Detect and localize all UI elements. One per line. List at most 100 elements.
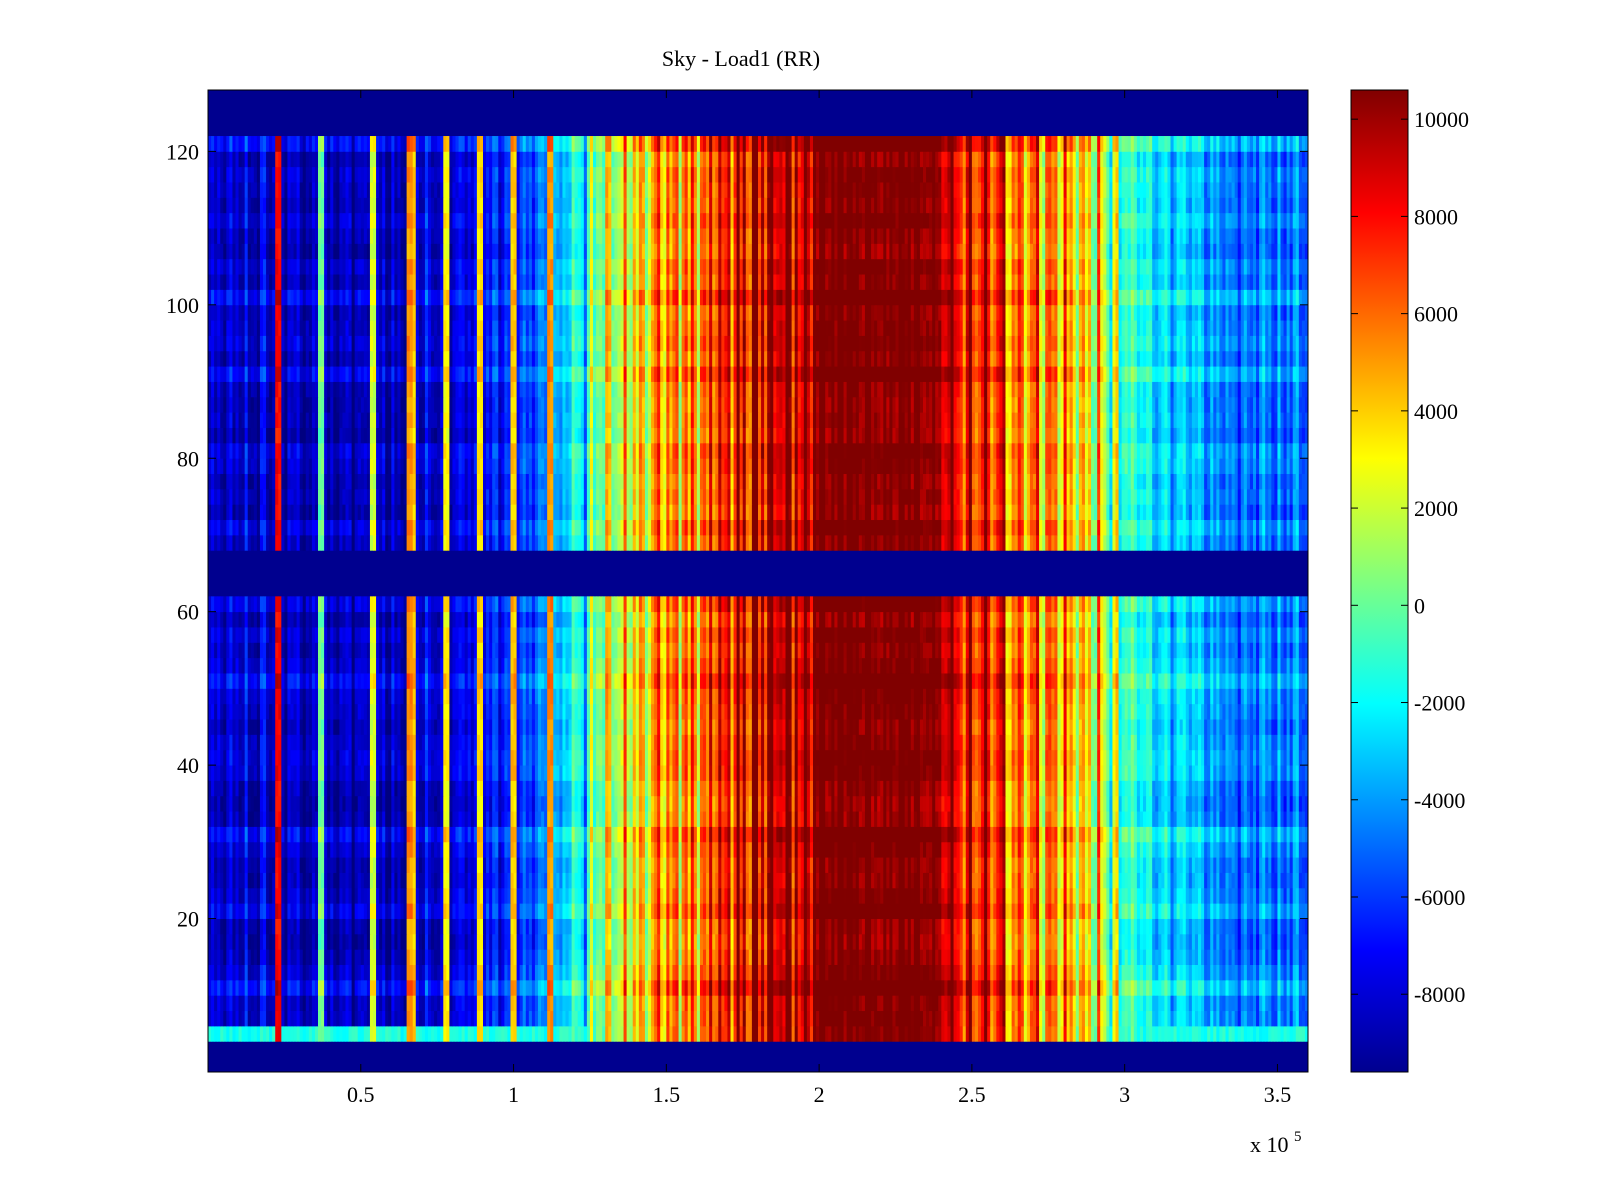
heatmap-cell (745, 826, 750, 843)
heatmap-cell (1204, 872, 1208, 889)
heatmap-cell (208, 949, 212, 965)
heatmap-cell (712, 857, 716, 873)
heatmap-cell (1081, 826, 1086, 843)
heatmap-cell (614, 933, 618, 950)
heatmap-cell (1249, 872, 1254, 889)
heatmap-cell (1121, 1010, 1126, 1027)
heatmap-cell (568, 872, 573, 889)
heatmap-cell (376, 964, 380, 981)
heatmap-cell (1091, 933, 1095, 950)
heatmap-cell (675, 841, 679, 858)
heatmap-cell (1136, 918, 1141, 935)
heatmap-cell (269, 918, 273, 935)
heatmap-cell (1222, 995, 1226, 1012)
heatmap-cell (706, 1025, 710, 1042)
heatmap-cell (693, 903, 698, 919)
heatmap-cell (758, 964, 762, 981)
heatmap-cell (1057, 872, 1061, 889)
heatmap-cell (476, 979, 481, 996)
heatmap-cell (363, 826, 368, 843)
heatmap-cell (852, 979, 857, 996)
heatmap-cell (1029, 826, 1034, 843)
heatmap-cell (993, 1010, 997, 1027)
heatmap-cell (965, 995, 970, 1012)
heatmap-cell (443, 964, 447, 981)
heatmap-cell (779, 918, 783, 935)
heatmap-cell (589, 979, 594, 996)
heatmap-cell (1283, 887, 1288, 904)
heatmap-cell (669, 826, 673, 843)
heatmap-cell (284, 979, 288, 996)
heatmap-cell (1170, 949, 1174, 965)
heatmap-cell (440, 903, 444, 919)
heatmap-cell (394, 964, 398, 981)
heatmap-cell (464, 857, 469, 873)
heatmap-cell (1265, 887, 1269, 904)
heatmap-cell (816, 1010, 820, 1027)
heatmap-cell (507, 995, 511, 1012)
heatmap-cell (476, 887, 481, 904)
heatmap-cell (1176, 887, 1181, 904)
heatmap-cell (641, 979, 646, 996)
heatmap-cell (1094, 964, 1098, 981)
heatmap-cell (415, 933, 420, 950)
heatmap-cell (1246, 887, 1251, 904)
heatmap-cell (354, 918, 359, 935)
heatmap-cell (1164, 995, 1168, 1012)
heatmap-cell (651, 933, 655, 950)
heatmap-cell (868, 887, 872, 904)
heatmap-cell (999, 964, 1003, 981)
heatmap-cell (635, 857, 640, 873)
heatmap-cell (483, 857, 487, 873)
heatmap-cell (987, 1010, 991, 1027)
heatmap-cell (259, 918, 264, 935)
heatmap-cell (1045, 918, 1049, 935)
heatmap-cell (990, 872, 994, 889)
heatmap-cell (712, 949, 716, 965)
heatmap-cell (522, 872, 527, 889)
heatmap-cell (1283, 995, 1288, 1012)
heatmap-cell (1185, 841, 1190, 858)
heatmap-cell (305, 1010, 310, 1027)
heatmap-cell (492, 933, 496, 950)
heatmap-cell (654, 964, 658, 981)
heatmap-cell (458, 1025, 463, 1042)
heatmap-cell (522, 979, 527, 996)
heatmap-cell (452, 841, 456, 858)
heatmap-cell (1036, 903, 1040, 919)
heatmap-cell (944, 872, 948, 889)
heatmap-cell (208, 979, 212, 996)
heatmap-cell (971, 933, 976, 950)
heatmap-cell (290, 841, 294, 858)
heatmap-cell (849, 933, 854, 950)
heatmap-cell (773, 841, 777, 858)
heatmap-cell (1152, 964, 1156, 981)
heatmap-cell (935, 933, 939, 950)
heatmap-cell (305, 841, 310, 858)
heatmap-cell (550, 995, 554, 1012)
heatmap-cell (1048, 826, 1052, 843)
heatmap-cell (1295, 841, 1300, 858)
heatmap-cell (1283, 857, 1288, 873)
heatmap-cell (259, 964, 264, 981)
heatmap-cell (1133, 918, 1138, 935)
heatmap-cell (721, 933, 725, 950)
heatmap-cell (1234, 887, 1239, 904)
heatmap-cell (553, 826, 557, 843)
heatmap-cell (299, 918, 304, 935)
heatmap-cell (1289, 887, 1294, 904)
heatmap-cell (1170, 933, 1174, 950)
heatmap-cell (1081, 887, 1086, 904)
heatmap-cell (938, 841, 942, 858)
heatmap-cell (822, 918, 826, 935)
heatmap-cell (379, 933, 383, 950)
heatmap-cell (990, 995, 994, 1012)
heatmap-cell (813, 949, 817, 965)
heatmap-cell (669, 933, 673, 950)
heatmap-cell (235, 933, 239, 950)
heatmap-cell (1124, 903, 1129, 919)
heatmap-cell (947, 841, 951, 858)
heatmap-cell (1201, 872, 1205, 889)
heatmap-cell (828, 964, 832, 981)
heatmap-cell (308, 964, 313, 981)
